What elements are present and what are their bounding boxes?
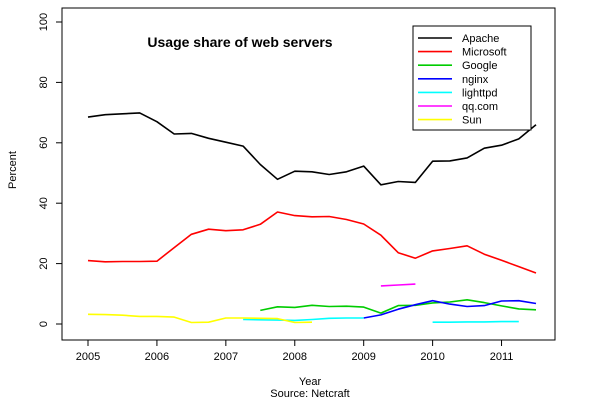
- x-tick-label: 2009: [351, 351, 375, 363]
- legend-label: Google: [462, 60, 497, 72]
- series-line: [243, 317, 364, 322]
- y-tick-label: 0: [38, 321, 50, 327]
- series-line: [363, 299, 537, 319]
- series-apache: [87, 112, 537, 186]
- series-lighttpd: [243, 317, 519, 324]
- x-tick-label: 2010: [420, 351, 444, 363]
- legend-label: nginx: [462, 74, 489, 86]
- series-line: [87, 313, 313, 324]
- legend-label: Apache: [462, 33, 499, 45]
- y-tick-label: 40: [38, 197, 50, 209]
- plot-frame: [61, 7, 556, 341]
- x-axis: 2005 2006 2007 2008 2009 2010 2011: [76, 340, 514, 363]
- series-microsoft: [87, 211, 537, 274]
- x-tick-label: 2007: [214, 351, 238, 363]
- legend-label: lighttpd: [462, 87, 497, 99]
- source-caption: Source: Netcraft: [270, 388, 349, 400]
- series-nginx: [363, 299, 537, 319]
- y-axis-title: Percent: [7, 151, 19, 189]
- series-line: [87, 211, 537, 274]
- series-sun: [87, 313, 313, 324]
- series-line: [380, 283, 416, 287]
- series-qq-com: [380, 283, 416, 287]
- x-tick-label: 2006: [145, 351, 169, 363]
- chart-title: Usage share of web servers: [147, 34, 332, 50]
- series-layer: [87, 112, 537, 324]
- y-tick-label: 80: [38, 76, 50, 88]
- legend-label: Microsoft: [462, 47, 507, 59]
- legend-label: Sun: [462, 115, 482, 127]
- y-tick-label: 100: [38, 13, 50, 31]
- y-tick-label: 60: [38, 137, 50, 149]
- x-tick-label: 2008: [283, 351, 307, 363]
- x-tick-label: 2011: [490, 351, 514, 363]
- y-tick-label: 20: [38, 257, 50, 269]
- y-axis: 0 20 40 60 80 100: [38, 13, 62, 327]
- series-line: [87, 112, 537, 186]
- x-axis-title: Year: [299, 376, 322, 388]
- legend-label: qq.com: [462, 101, 498, 113]
- x-tick-label: 2005: [76, 351, 100, 363]
- series-line: [432, 320, 519, 324]
